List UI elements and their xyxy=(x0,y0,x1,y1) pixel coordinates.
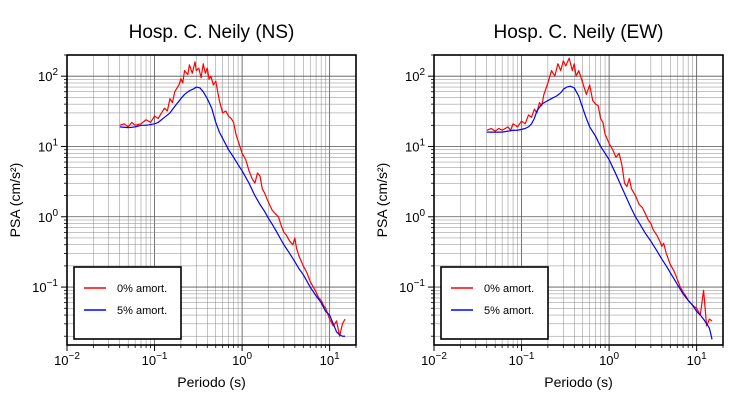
grid xyxy=(66,54,357,345)
series-line-damped xyxy=(119,86,346,337)
x-axis-label: Periodo (s) xyxy=(544,374,612,390)
series-line-damped xyxy=(486,85,713,340)
x-tick-label: 100 xyxy=(599,351,619,368)
x-tick-label: 101 xyxy=(320,351,340,368)
plot-frame xyxy=(66,54,357,346)
y-tick-label: 100 xyxy=(38,208,58,225)
y-axis-label: PSA (cm/s²) xyxy=(374,163,390,238)
chart-panel-2: 10−2 10−1 100 101 10−1 100 101 102 Hosp. C. Neil… xyxy=(374,22,724,390)
chart-panel-1: 10−2 10−1 100 101 10−1 100 101 102 Hosp. C. Neil… xyxy=(7,22,357,390)
y-axis-label: PSA (cm/s²) xyxy=(7,163,23,238)
y-tick-label: 101 xyxy=(405,137,425,154)
legend-label: 5% amort. xyxy=(117,305,167,317)
legend-box xyxy=(73,266,182,340)
chart-title: Hosp. C. Neily (NS) xyxy=(129,22,295,43)
legend: 0% amort. 5% amort. xyxy=(440,266,549,340)
x-tick-label: 10−1 xyxy=(142,351,168,368)
x-tick-label: 10−2 xyxy=(421,351,447,368)
series-line-undamped xyxy=(119,61,346,337)
y-tick-label: 10−1 xyxy=(32,278,58,295)
y-tick-label: 100 xyxy=(405,208,425,225)
x-tick-label: 100 xyxy=(232,351,252,368)
x-tick-label: 10−2 xyxy=(54,351,80,368)
y-tick-label: 102 xyxy=(405,67,425,84)
legend-label: 0% amort. xyxy=(117,283,167,295)
chart-title: Hosp. C. Neily (EW) xyxy=(494,22,664,43)
plot-frame xyxy=(433,54,724,346)
legend-box xyxy=(440,266,549,340)
y-tick-label: 10−1 xyxy=(399,278,425,295)
y-tick-label: 101 xyxy=(38,137,58,154)
legend-label: 0% amort. xyxy=(484,283,534,295)
y-tick-label: 102 xyxy=(38,67,58,84)
x-axis-label: Periodo (s) xyxy=(177,374,245,390)
x-tick-label: 10−1 xyxy=(509,351,535,368)
legend: 0% amort. 5% amort. xyxy=(73,266,182,340)
x-tick-label: 101 xyxy=(687,351,707,368)
series-line-undamped xyxy=(486,57,713,327)
legend-label: 5% amort. xyxy=(484,305,534,317)
